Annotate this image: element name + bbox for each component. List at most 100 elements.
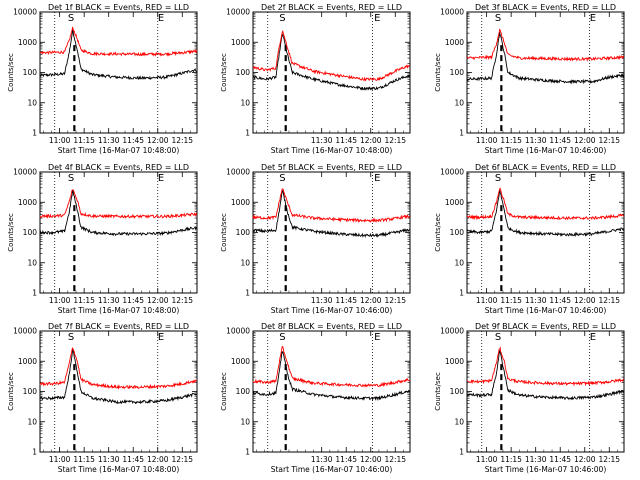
x-tick-label: 12:00 (574, 296, 596, 305)
marker-e: E (590, 173, 596, 184)
y-axis-label: Counts/sec (7, 53, 15, 92)
y-tick-label: 10 (454, 98, 464, 107)
x-axis-label: Start Time (16-Mar-07 10:48:00) (58, 306, 180, 315)
x-tick-label: 11:00 (49, 136, 71, 145)
x-axis-label: Start Time (16-Mar-07 10:46:00) (485, 306, 607, 315)
y-axis-label: Counts/sec (434, 53, 442, 92)
x-tick-label: 11:15 (500, 136, 522, 145)
series-events-line (252, 33, 411, 91)
y-tick-label: 1000 (231, 357, 250, 366)
x-tick-label: 12:00 (360, 136, 382, 145)
series-lld-line (252, 29, 410, 82)
series-lld-line (39, 347, 198, 390)
plot-frame (39, 330, 198, 453)
x-tick-label: 11:00 (476, 136, 498, 145)
x-tick-label: 11:45 (549, 136, 571, 145)
y-tick-label: 1 (459, 289, 464, 298)
x-tick-label: 11:15 (73, 455, 95, 464)
series-lld-line (466, 28, 625, 63)
series-lld-line (466, 346, 624, 387)
y-tick-label: 10000 (440, 168, 464, 177)
y-tick-label: 1 (459, 448, 464, 457)
marker-s: S (68, 332, 74, 343)
panel-title: Det 2f BLACK = Events, RED = LLD (261, 3, 402, 12)
series-events-line (39, 29, 198, 81)
y-tick-label: 10 (27, 98, 37, 107)
y-axis-label: Counts/sec (220, 372, 228, 411)
x-tick-label: 11:45 (549, 455, 571, 464)
y-tick-label: 1000 (231, 38, 250, 47)
x-tick-label: 11:15 (500, 455, 522, 464)
series-lld-line (252, 188, 411, 223)
x-tick-label: 12:15 (171, 136, 193, 145)
x-tick-label: 11:00 (49, 296, 71, 305)
y-tick-label: 1000 (445, 357, 464, 366)
y-tick-label: 100 (450, 387, 465, 396)
y-tick-label: 10000 (226, 327, 250, 336)
y-tick-label: 10000 (440, 8, 464, 17)
panel-det-9: 1 10 100 1000 10000 11:00 11:15 11:30 11:45 12:00… (434, 322, 625, 474)
x-tick-label: 11:45 (122, 136, 144, 145)
y-tick-label: 1 (32, 448, 37, 457)
panel-title: Det 6f BLACK = Events, RED = LLD (475, 163, 616, 172)
y-tick-label: 1000 (18, 38, 37, 47)
y-tick-label: 1 (245, 289, 250, 298)
y-tick-label: 10 (240, 417, 250, 426)
x-tick-label: 11:30 (525, 136, 547, 145)
x-tick-label: 11:45 (122, 296, 144, 305)
series-events-line (466, 350, 625, 401)
y-tick-label: 10000 (440, 327, 464, 336)
y-tick-label: 10 (27, 258, 37, 267)
x-tick-label: 12:00 (360, 296, 382, 305)
panel-det-5: 1 10 100 1000 10000 11:30 11:45 12:00 12:15 S EDet… (220, 163, 411, 315)
panel-det-3: 1 10 100 1000 10000 11:00 11:15 11:30 11:45 12:00… (434, 3, 625, 155)
x-axis-label: Start Time (16-Mar-07 10:46:00) (485, 146, 607, 155)
x-tick-label: 12:15 (171, 296, 193, 305)
x-tick-label: 11:15 (500, 296, 522, 305)
panel-title: Det 3f BLACK = Events, RED = LLD (475, 3, 616, 12)
x-tick-label: 12:00 (147, 136, 169, 145)
x-axis-label: Start Time (16-Mar-07 10:48:00) (58, 146, 180, 155)
x-tick-label: 11:15 (73, 136, 95, 145)
panel-det-7: 1 10 100 1000 10000 11:00 11:15 11:30 11:45 12:00… (7, 322, 198, 474)
panel-title: Det 4f BLACK = Events, RED = LLD (48, 163, 189, 172)
panel-det-6: 1 10 100 1000 10000 11:00 11:15 11:30 11:45 12:00… (434, 163, 625, 315)
y-tick-label: 100 (23, 228, 38, 237)
y-tick-label: 1 (32, 129, 37, 138)
y-tick-label: 10000 (13, 327, 37, 336)
series-lld-line (39, 189, 198, 220)
marker-e: E (158, 173, 164, 184)
x-tick-label: 12:15 (171, 455, 193, 464)
x-tick-label: 11:45 (122, 455, 144, 464)
y-tick-label: 100 (236, 228, 251, 237)
x-tick-label: 12:15 (384, 136, 406, 145)
x-tick-label: 12:15 (598, 296, 620, 305)
x-tick-label: 11:45 (335, 136, 357, 145)
y-axis-label: Counts/sec (220, 53, 228, 92)
series-events-line (252, 351, 411, 402)
y-tick-label: 10 (240, 258, 250, 267)
series-events-line (252, 190, 411, 239)
panel-title: Det 1f BLACK = Events, RED = LLD (48, 3, 189, 12)
y-tick-label: 10 (27, 417, 37, 426)
y-tick-label: 1 (245, 448, 250, 457)
marker-s: S (68, 13, 74, 24)
y-tick-label: 10 (240, 98, 250, 107)
y-tick-label: 1 (459, 129, 464, 138)
x-tick-label: 11:00 (476, 455, 498, 464)
y-axis-label: Counts/sec (220, 213, 228, 252)
marker-e: E (374, 13, 380, 24)
x-tick-label: 11:30 (311, 136, 333, 145)
y-tick-label: 100 (23, 68, 38, 77)
x-tick-label: 11:00 (49, 455, 71, 464)
y-tick-label: 10000 (13, 8, 37, 17)
marker-e: E (590, 13, 596, 24)
plot-frame (466, 11, 625, 134)
panel-det-8: 1 10 100 1000 10000 11:30 11:45 12:00 12:15 S EDet… (220, 322, 411, 474)
y-tick-label: 1000 (445, 198, 464, 207)
series-events-line (466, 31, 625, 85)
x-tick-label: 12:00 (574, 136, 596, 145)
marker-s: S (279, 13, 285, 24)
series-events-line (466, 189, 625, 238)
panel-title: Det 9f BLACK = Events, RED = LLD (475, 322, 616, 331)
